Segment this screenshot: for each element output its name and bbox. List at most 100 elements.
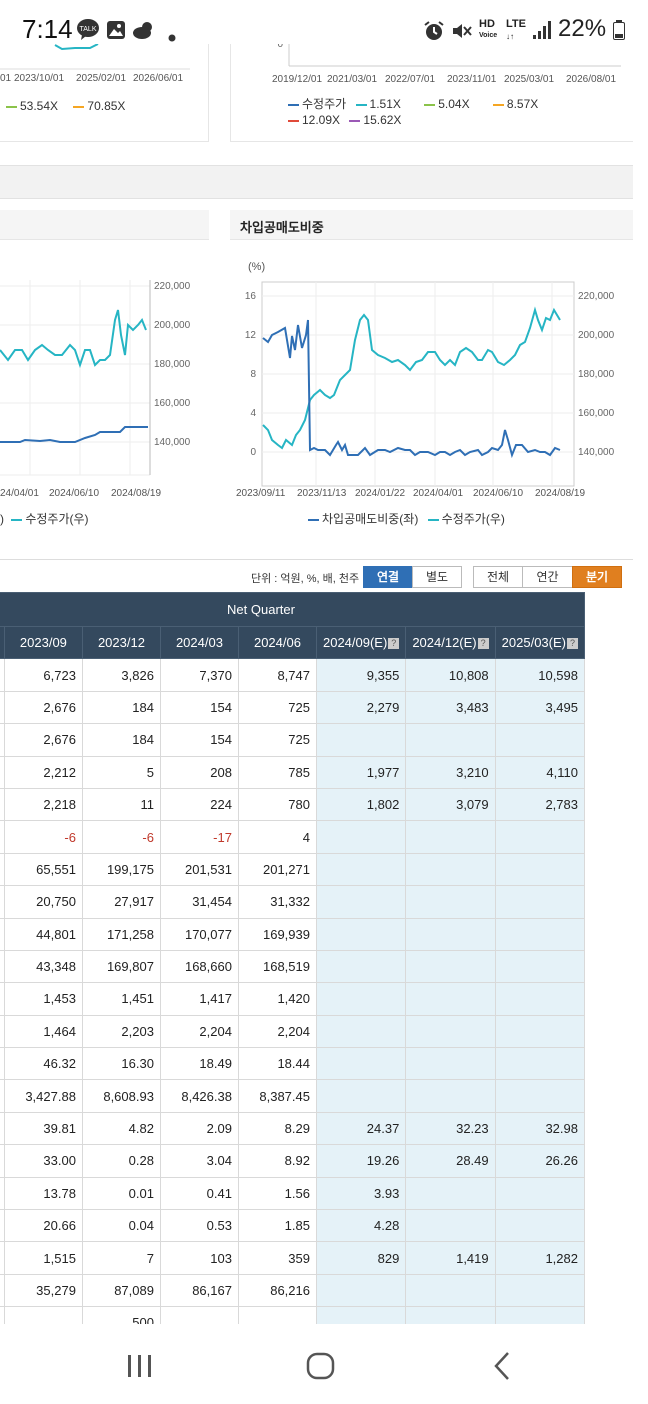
table-cell bbox=[315, 723, 407, 757]
table-cell: 2.09 bbox=[159, 1111, 239, 1146]
table-cell: 1,419 bbox=[405, 1241, 496, 1275]
table-cell: 3.04 bbox=[159, 1144, 239, 1178]
table-cell: 8.92 bbox=[237, 1144, 317, 1178]
legend-swatch bbox=[6, 105, 17, 108]
table-cell: 1,464 bbox=[3, 1014, 83, 1049]
table-cell bbox=[405, 917, 496, 951]
legend-swatch bbox=[427, 518, 439, 521]
x-tick: 2024/06/10 bbox=[473, 488, 524, 499]
table-cell: 154 bbox=[159, 690, 239, 725]
table-cell: 31,454 bbox=[159, 885, 239, 919]
table-cell bbox=[405, 723, 496, 757]
table-cell: 1.85 bbox=[237, 1209, 317, 1243]
help-icon[interactable]: ? bbox=[477, 638, 489, 650]
x-tick: 2019/12/01 bbox=[272, 74, 323, 85]
table-cell: 0.28 bbox=[81, 1144, 161, 1178]
table-cell bbox=[494, 1176, 586, 1211]
table-cell: 1,451 bbox=[81, 982, 161, 1016]
consolidated-button[interactable]: 연결 bbox=[363, 566, 413, 588]
quarter-button[interactable]: 분기 bbox=[572, 566, 622, 588]
legend-swatch bbox=[308, 518, 319, 521]
x-tick: 2023/11/01 bbox=[447, 74, 497, 85]
battery-icon bbox=[613, 20, 625, 45]
x-tick: 2024/08/19 bbox=[535, 488, 586, 499]
column-header: 2023/09 bbox=[3, 625, 83, 660]
x-tick: 2023/10/01 bbox=[14, 73, 65, 84]
legend-item: 8.57X bbox=[492, 97, 538, 111]
table-cell: 785 bbox=[237, 755, 317, 789]
table-cell: 9,355 bbox=[315, 658, 407, 692]
table-cell bbox=[315, 1047, 407, 1081]
table-cell: 184 bbox=[81, 723, 161, 757]
table-cell: 1,453 bbox=[3, 982, 83, 1016]
table-cell bbox=[494, 1014, 586, 1049]
table-cell bbox=[315, 1079, 407, 1113]
table-cell: 0.41 bbox=[159, 1176, 239, 1211]
table-cell bbox=[315, 1306, 407, 1324]
column-header[interactable]: 2025/03(E)? bbox=[494, 625, 586, 660]
annual-button[interactable]: 연간 bbox=[522, 566, 573, 588]
page-content[interactable]: 01 2023/10/01 2025/02/01 2026/06/01 53.5… bbox=[0, 44, 648, 1324]
table-cell: 780 bbox=[237, 787, 317, 822]
y-tick: 16 bbox=[245, 291, 257, 302]
table-cell bbox=[494, 885, 586, 919]
x-tick: 2025/03/01 bbox=[504, 74, 555, 85]
y-tick: 160,000 bbox=[154, 398, 191, 409]
table-cell: 169,939 bbox=[237, 917, 317, 951]
x-tick: 01 bbox=[0, 73, 12, 84]
home-icon[interactable] bbox=[306, 1352, 336, 1385]
x-tick: 2023/11/13 bbox=[297, 488, 347, 499]
legend-item: 차입공매도비중(좌) bbox=[308, 512, 418, 526]
price-chart-left: 220,000 200,000 180,000 160,000 140,000 … bbox=[0, 210, 209, 534]
legend-item: 5.04X bbox=[424, 97, 470, 111]
table-cell bbox=[405, 1273, 496, 1308]
table-cell: 26.26 bbox=[494, 1144, 586, 1178]
table-column-header-row: 52023/092023/122024/032024/062024/09(E)?… bbox=[0, 625, 586, 660]
legend-swatch bbox=[492, 103, 504, 106]
table-cell: 19.26 bbox=[315, 1144, 407, 1178]
table-cell: 0.53 bbox=[159, 1209, 239, 1243]
table-cell: 1.56 bbox=[237, 1176, 317, 1211]
table-cell: 20,750 bbox=[3, 885, 83, 919]
table-cell bbox=[315, 852, 407, 887]
table-cell: 3,826 bbox=[81, 658, 161, 692]
table-cell: 725 bbox=[237, 690, 317, 725]
separate-button[interactable]: 별도 bbox=[412, 566, 462, 588]
table-cell: 199,175 bbox=[81, 852, 161, 887]
y-tick: 8 bbox=[250, 369, 256, 380]
table-cell: 224 bbox=[159, 787, 239, 822]
table-cell: 43,348 bbox=[3, 949, 83, 984]
y-tick: 180,000 bbox=[154, 359, 191, 370]
table-cell: 4,110 bbox=[494, 755, 586, 789]
per-band-legend: 53.54X 70.85X bbox=[6, 99, 125, 113]
help-icon[interactable]: ? bbox=[388, 638, 400, 650]
table-cell bbox=[494, 723, 586, 757]
column-header[interactable]: 2024/12(E)? bbox=[405, 625, 496, 660]
back-icon[interactable] bbox=[491, 1351, 513, 1386]
x-tick: 2024/06/10 bbox=[49, 488, 100, 499]
table-cell: 4.82 bbox=[81, 1111, 161, 1146]
table-cell: 168,660 bbox=[159, 949, 239, 984]
legend-item: 70.85X bbox=[73, 99, 125, 113]
help-icon[interactable]: ? bbox=[566, 638, 578, 650]
table-cell: 2,203 bbox=[81, 1014, 161, 1049]
period-all-button[interactable]: 전체 bbox=[473, 566, 523, 588]
column-header[interactable]: 2024/09(E)? bbox=[315, 625, 407, 660]
price-chart-left-x-axis: 24/04/01 2024/06/10 2024/08/19 bbox=[0, 488, 209, 502]
table-cell: 3,210 bbox=[405, 755, 496, 789]
table-cell: 35,279 bbox=[3, 1273, 83, 1308]
battery-percent: 22% bbox=[558, 15, 607, 42]
price-chart-left-legend: ) 수정주가(우) bbox=[0, 512, 89, 526]
chart-title-bar: 차입공매도비중 bbox=[230, 210, 633, 240]
recent-apps-icon[interactable] bbox=[126, 1353, 154, 1384]
svg-text:0: 0 bbox=[277, 44, 283, 50]
table-cell: 33.00 bbox=[3, 1144, 83, 1178]
table-cell: 13.78 bbox=[3, 1176, 83, 1211]
table-cell bbox=[315, 917, 407, 951]
x-tick: 2026/06/01 bbox=[133, 73, 184, 84]
table-cell: 18.44 bbox=[237, 1047, 317, 1081]
